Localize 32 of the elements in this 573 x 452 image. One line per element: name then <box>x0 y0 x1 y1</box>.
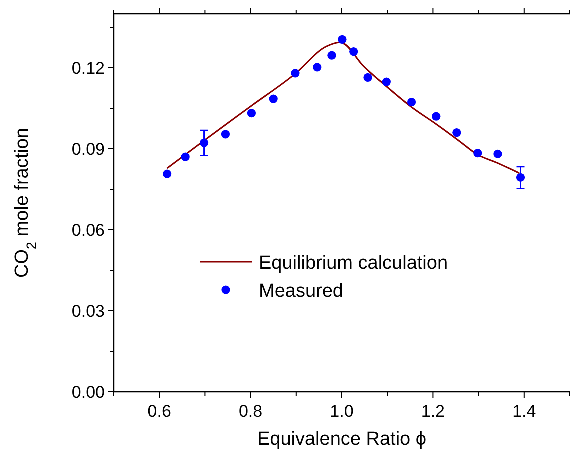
point <box>494 150 502 158</box>
x-tick-label: 1.0 <box>330 402 354 421</box>
y-tick-label: 0.00 <box>72 383 105 402</box>
point <box>247 109 256 118</box>
point <box>516 173 526 182</box>
point <box>291 69 300 78</box>
legend-label: Equilibrium calculation <box>259 253 448 274</box>
x-tick-label: 1.4 <box>512 402 536 421</box>
legend-label: Measured <box>259 281 344 302</box>
x-tick-label: 0.8 <box>238 402 263 421</box>
point <box>181 152 190 162</box>
x-tick-label: 0.6 <box>148 402 172 421</box>
y-tick-label: 0.06 <box>72 221 105 240</box>
point <box>221 130 230 139</box>
point <box>364 73 372 82</box>
point <box>432 112 441 121</box>
y-tick-label: 0.03 <box>72 302 105 321</box>
point <box>269 94 278 104</box>
point <box>407 98 416 107</box>
x-tick-label: 1.2 <box>421 402 446 421</box>
point <box>328 51 336 60</box>
point <box>338 35 347 44</box>
x-axis-title: Equivalence Ratio ϕ <box>257 429 427 450</box>
point <box>474 149 482 158</box>
point <box>163 170 172 178</box>
point <box>350 48 358 56</box>
y-tick-label: 0.09 <box>72 140 105 159</box>
point <box>200 138 209 148</box>
point <box>382 78 391 86</box>
point <box>313 63 322 72</box>
point <box>452 128 462 138</box>
y-tick-label: 0.12 <box>72 59 105 78</box>
